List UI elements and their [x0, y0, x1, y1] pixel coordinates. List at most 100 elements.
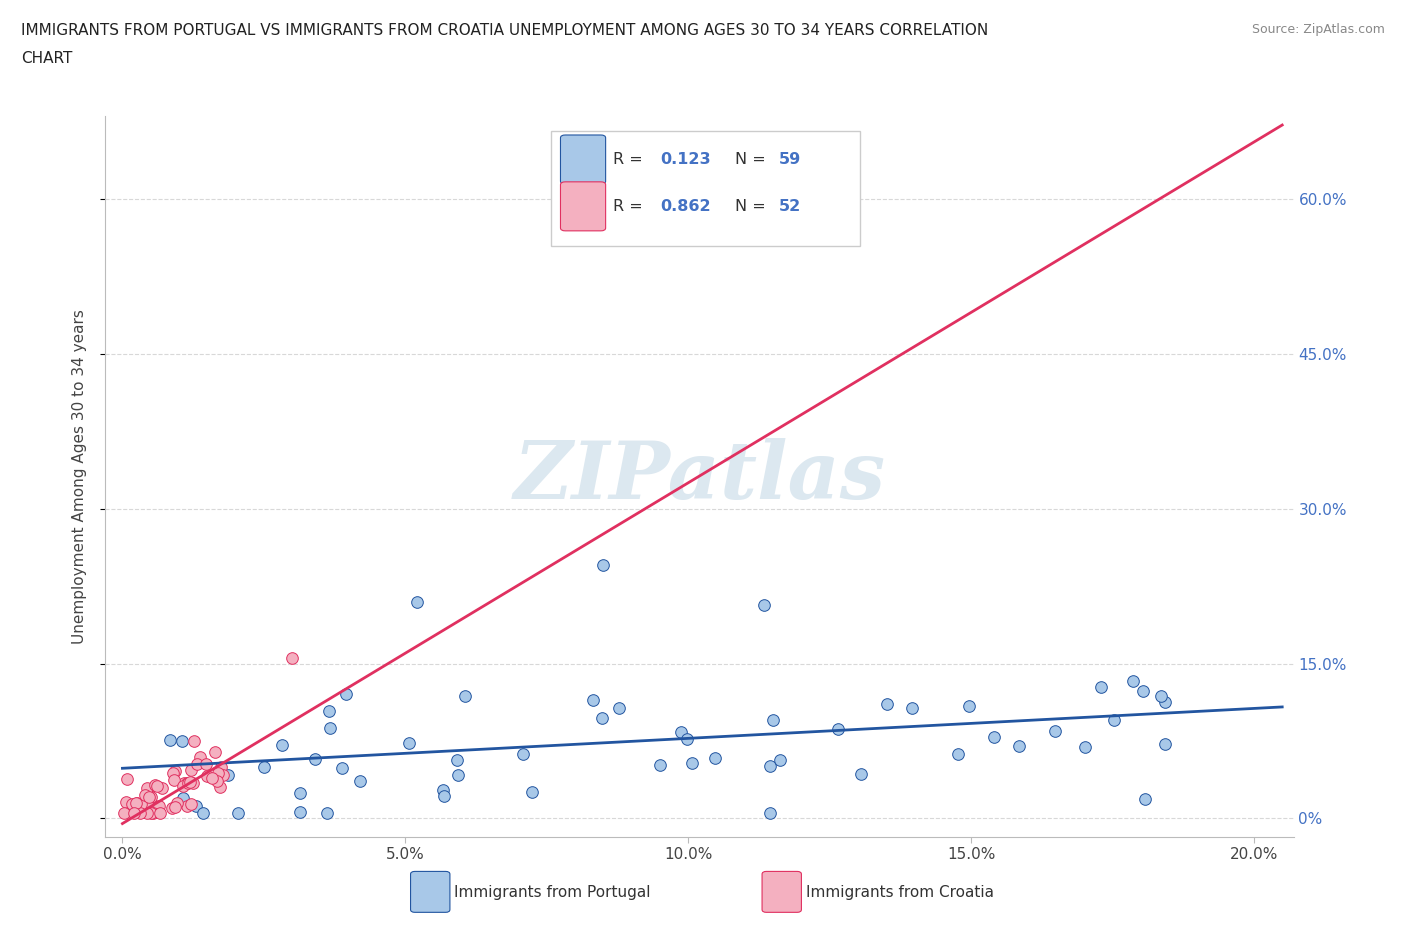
Point	[704, 751, 727, 765]
Text: R =: R =	[613, 199, 648, 214]
Point	[162, 765, 184, 780]
Point	[143, 777, 166, 792]
Point	[209, 760, 232, 775]
Point	[512, 747, 534, 762]
Point	[454, 688, 477, 703]
Point	[131, 796, 153, 811]
Point	[769, 752, 792, 767]
Point	[226, 805, 249, 820]
Point	[162, 801, 184, 816]
Point	[1122, 674, 1144, 689]
Text: N =: N =	[735, 152, 770, 167]
Point	[183, 734, 205, 749]
Point	[1043, 724, 1066, 738]
Text: 0.123: 0.123	[661, 152, 711, 167]
Point	[398, 736, 420, 751]
Point	[125, 796, 148, 811]
Point	[1074, 740, 1097, 755]
Point	[271, 737, 294, 752]
Point	[1133, 791, 1156, 806]
Point	[281, 651, 304, 666]
Point	[1150, 688, 1173, 703]
Point	[115, 795, 138, 810]
Point	[170, 734, 193, 749]
Point	[288, 786, 311, 801]
Point	[316, 805, 339, 820]
Point	[669, 724, 692, 739]
Point	[447, 767, 470, 782]
Point	[146, 779, 169, 794]
Point	[319, 721, 342, 736]
Point	[207, 765, 229, 780]
Point	[211, 767, 233, 782]
Point	[205, 774, 228, 789]
FancyBboxPatch shape	[561, 135, 606, 184]
Point	[650, 757, 672, 772]
Point	[335, 686, 357, 701]
Text: Immigrants from Croatia: Immigrants from Croatia	[806, 885, 994, 900]
Point	[166, 795, 188, 810]
Point	[876, 697, 898, 711]
Point	[592, 558, 614, 573]
Point	[135, 795, 157, 810]
Point	[432, 782, 454, 797]
Point	[129, 805, 152, 820]
Text: R =: R =	[613, 152, 648, 167]
Point	[1090, 680, 1112, 695]
Text: N =: N =	[735, 199, 770, 214]
Point	[288, 805, 311, 820]
Point	[180, 763, 202, 777]
Point	[135, 781, 157, 796]
Point	[112, 805, 135, 820]
Point	[115, 771, 138, 786]
Point	[349, 774, 371, 789]
Point	[762, 712, 785, 727]
Point	[117, 805, 139, 820]
Text: ZIPatlas: ZIPatlas	[513, 438, 886, 515]
Point	[177, 776, 200, 790]
Point	[143, 799, 166, 814]
Point	[148, 799, 170, 814]
Point	[172, 778, 194, 793]
Point	[172, 790, 194, 805]
FancyBboxPatch shape	[551, 131, 860, 246]
Point	[149, 805, 172, 820]
Point	[591, 711, 613, 725]
Point	[607, 700, 630, 715]
Point	[946, 747, 969, 762]
Point	[752, 597, 775, 612]
Point	[159, 732, 181, 747]
Text: Source: ZipAtlas.com: Source: ZipAtlas.com	[1251, 23, 1385, 36]
Point	[141, 789, 163, 804]
Point	[176, 799, 198, 814]
Point	[136, 782, 159, 797]
Point	[180, 796, 202, 811]
Point	[759, 759, 782, 774]
Point	[139, 805, 162, 820]
Point	[217, 767, 239, 782]
Point	[1154, 695, 1177, 710]
Point	[138, 790, 160, 804]
Point	[204, 744, 226, 759]
Point	[179, 774, 201, 789]
Point	[957, 698, 980, 713]
Text: 0.862: 0.862	[661, 199, 711, 214]
Point	[122, 805, 145, 820]
Point	[582, 693, 605, 708]
Point	[201, 770, 224, 785]
Text: CHART: CHART	[21, 51, 73, 66]
Point	[134, 787, 156, 802]
Point	[181, 776, 204, 790]
Point	[758, 805, 780, 820]
Point	[1154, 737, 1177, 751]
Point	[194, 756, 217, 771]
Point	[983, 729, 1005, 744]
Point	[209, 779, 232, 794]
Text: 52: 52	[779, 199, 801, 214]
Point	[162, 772, 184, 787]
Text: Immigrants from Portugal: Immigrants from Portugal	[454, 885, 651, 900]
Text: IMMIGRANTS FROM PORTUGAL VS IMMIGRANTS FROM CROATIA UNEMPLOYMENT AMONG AGES 30 T: IMMIGRANTS FROM PORTUGAL VS IMMIGRANTS F…	[21, 23, 988, 38]
Point	[191, 805, 214, 820]
Point	[446, 752, 468, 767]
Point	[150, 781, 173, 796]
